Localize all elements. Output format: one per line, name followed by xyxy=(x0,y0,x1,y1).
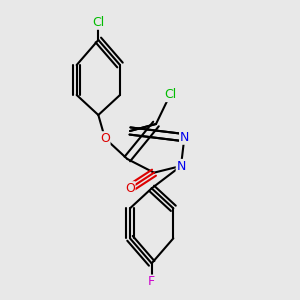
Text: O: O xyxy=(100,132,110,145)
Text: Cl: Cl xyxy=(92,16,104,29)
Text: F: F xyxy=(148,275,155,288)
Text: N: N xyxy=(180,131,189,144)
Text: O: O xyxy=(125,182,135,195)
Text: N: N xyxy=(176,160,186,172)
Text: Cl: Cl xyxy=(164,88,176,101)
